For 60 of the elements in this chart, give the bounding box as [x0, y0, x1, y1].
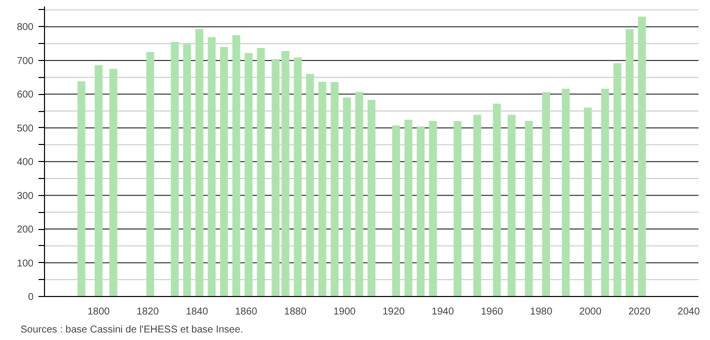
x-tick-label: 1840: [186, 306, 208, 318]
x-tick-label: 1940: [432, 306, 454, 318]
x-tick-label: 1960: [480, 306, 504, 318]
bar: [342, 98, 351, 296]
bar: [454, 121, 462, 296]
y-tick-label: 800: [16, 22, 34, 34]
x-tick-label: 1920: [382, 306, 406, 318]
bar: [416, 126, 425, 296]
bar: [584, 108, 592, 296]
bar: [256, 48, 265, 296]
bar: [195, 29, 204, 296]
bar: [613, 63, 622, 296]
bar: [183, 44, 192, 296]
bar: [429, 120, 437, 296]
bar: [208, 37, 216, 296]
bar: [492, 104, 501, 296]
y-tick-label: 600: [16, 90, 34, 101]
x-tick-label: 1800: [87, 306, 110, 318]
bar: [306, 74, 314, 296]
bar: [404, 120, 412, 296]
bar: [355, 92, 364, 296]
x-tick-label: 1980: [530, 306, 553, 318]
bar: [392, 126, 400, 296]
y-tick-label: 500: [16, 123, 34, 134]
bar: [77, 81, 86, 296]
bar: [146, 52, 154, 296]
y-tick-label: 200: [16, 224, 34, 236]
y-tick-label: 400: [16, 157, 34, 168]
bar: [282, 51, 290, 296]
bar: [330, 82, 339, 296]
bar: [524, 120, 533, 296]
bar: [294, 57, 302, 296]
x-tick-label: 1900: [333, 306, 356, 318]
bar: [562, 88, 570, 296]
bar: [272, 59, 280, 296]
bar: [170, 42, 179, 296]
bar: [220, 46, 228, 296]
y-tick-label: 100: [16, 258, 34, 270]
bar: [232, 35, 240, 296]
y-tick-label: 700: [16, 56, 34, 67]
x-tick-label: 1860: [234, 306, 258, 318]
bar: [638, 16, 646, 296]
y-tick-label: 300: [16, 190, 34, 202]
bar: [368, 100, 376, 296]
bar: [244, 53, 252, 296]
x-tick-label: 2000: [579, 306, 602, 318]
x-tick-label: 2020: [628, 306, 652, 318]
bar: [626, 29, 634, 296]
x-tick-label: 1880: [284, 306, 307, 318]
bar: [109, 68, 118, 296]
bar: [94, 65, 103, 296]
bar: [508, 114, 516, 296]
x-tick-label: 2040: [678, 306, 700, 318]
bar: [601, 88, 610, 296]
x-tick-label: 1820: [136, 306, 160, 318]
y-tick-label: 0: [28, 292, 34, 303]
bar: [473, 114, 482, 296]
source-note: Sources : base Cassini de l'EHESS et base Insee.: [20, 324, 244, 336]
bar: [318, 82, 326, 296]
bar: [542, 92, 550, 296]
